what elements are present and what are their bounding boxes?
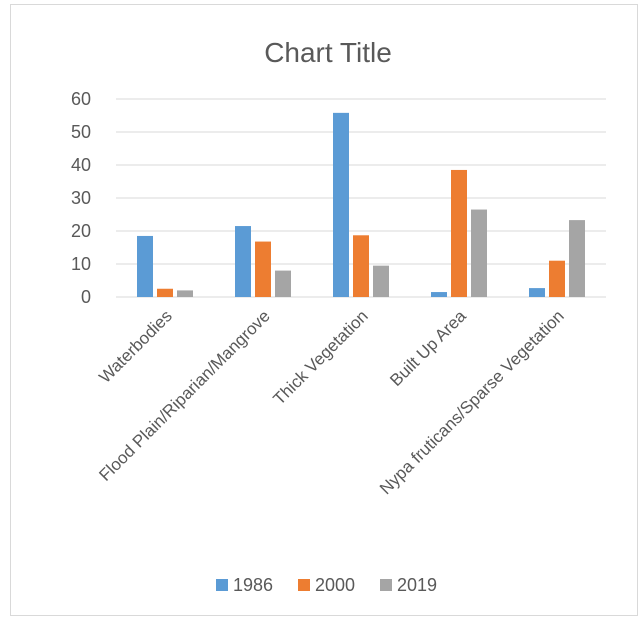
y-tick-label: 50 <box>71 122 91 142</box>
category-label: Flood Plain/Riparian/Mangrove <box>95 306 273 484</box>
chart-frame: Chart Title 0 10 20 30 40 50 60 Waterbodies Flo… <box>10 4 638 616</box>
bar-1986-1 <box>235 226 251 297</box>
category-label: Nypa fruticans/Sparse Vegetation <box>376 306 568 498</box>
bars <box>137 112 585 297</box>
y-tick-label: 20 <box>71 221 91 241</box>
y-tick-label: 60 <box>71 89 91 109</box>
bar-2000-0 <box>157 288 173 297</box>
bar-2000-3 <box>451 169 467 297</box>
bar-1986-0 <box>137 235 153 297</box>
legend: 1986 2000 2019 <box>216 575 437 595</box>
bar-chart: Chart Title 0 10 20 30 40 50 60 WaterbodiesFlo… <box>71 37 606 595</box>
category-label: Waterbodies <box>95 306 175 386</box>
legend-label: 2019 <box>397 575 437 595</box>
legend-swatch-2019 <box>380 579 392 591</box>
legend-label: 2000 <box>315 575 355 595</box>
category-label: Thick Vegetation <box>270 306 372 408</box>
bar-1986-2 <box>333 112 349 297</box>
legend-swatch-1986 <box>216 579 228 591</box>
bar-2019-2 <box>373 265 389 297</box>
y-axis-ticks: 0 10 20 30 40 50 60 <box>71 89 91 307</box>
y-tick-label: 0 <box>81 287 91 307</box>
bar-2000-1 <box>255 241 271 297</box>
bar-2019-4 <box>569 220 585 297</box>
bar-2019-1 <box>275 270 291 297</box>
bar-2000-4 <box>549 260 565 297</box>
bar-1986-4 <box>529 288 545 297</box>
bar-2019-3 <box>471 209 487 297</box>
grid-lines <box>116 98 606 298</box>
bar-1986-3 <box>431 292 447 297</box>
bar-2019-0 <box>177 290 193 297</box>
legend-label: 1986 <box>233 575 273 595</box>
legend-swatch-2000 <box>298 579 310 591</box>
y-tick-label: 40 <box>71 155 91 175</box>
category-label: Built Up Area <box>386 306 470 390</box>
chart-title: Chart Title <box>264 37 392 68</box>
bar-2000-2 <box>353 235 369 297</box>
y-tick-label: 30 <box>71 188 91 208</box>
y-tick-label: 10 <box>71 254 91 274</box>
